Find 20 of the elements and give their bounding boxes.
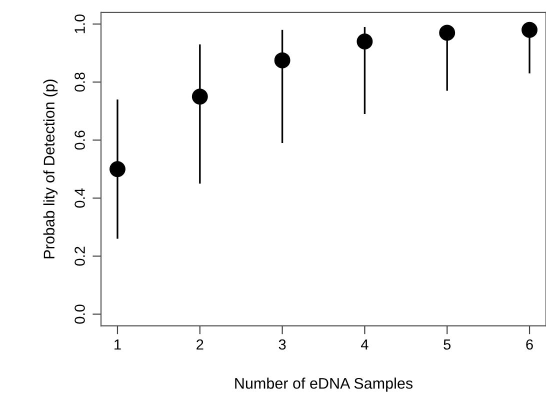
point: [522, 22, 538, 38]
x-tick-label: 5: [444, 340, 451, 350]
y-tick-label: 0.2: [74, 246, 85, 266]
x-tick-label: 1: [114, 340, 121, 350]
point: [439, 24, 456, 41]
x-tick-label: 6: [526, 339, 533, 350]
y-tick-label: 0.8: [74, 72, 85, 92]
y-axis-title: Probab lity of Detection (p): [43, 80, 58, 258]
x-tick-label: 4: [360, 340, 368, 350]
point: [192, 88, 208, 105]
x-axis-title: Number of eDNA Samples: [235, 378, 413, 392]
point: [110, 161, 126, 178]
x-tick-label: 3: [278, 339, 286, 350]
point: [274, 52, 290, 68]
y-tick-label: 0.0: [74, 304, 85, 324]
x-tick-label: 2: [196, 339, 204, 350]
point: [356, 33, 373, 50]
y-tick-label: 1.0: [74, 14, 85, 34]
y-tick-label: 0.6: [74, 130, 85, 150]
y-tick-label: 0.4: [74, 188, 85, 208]
